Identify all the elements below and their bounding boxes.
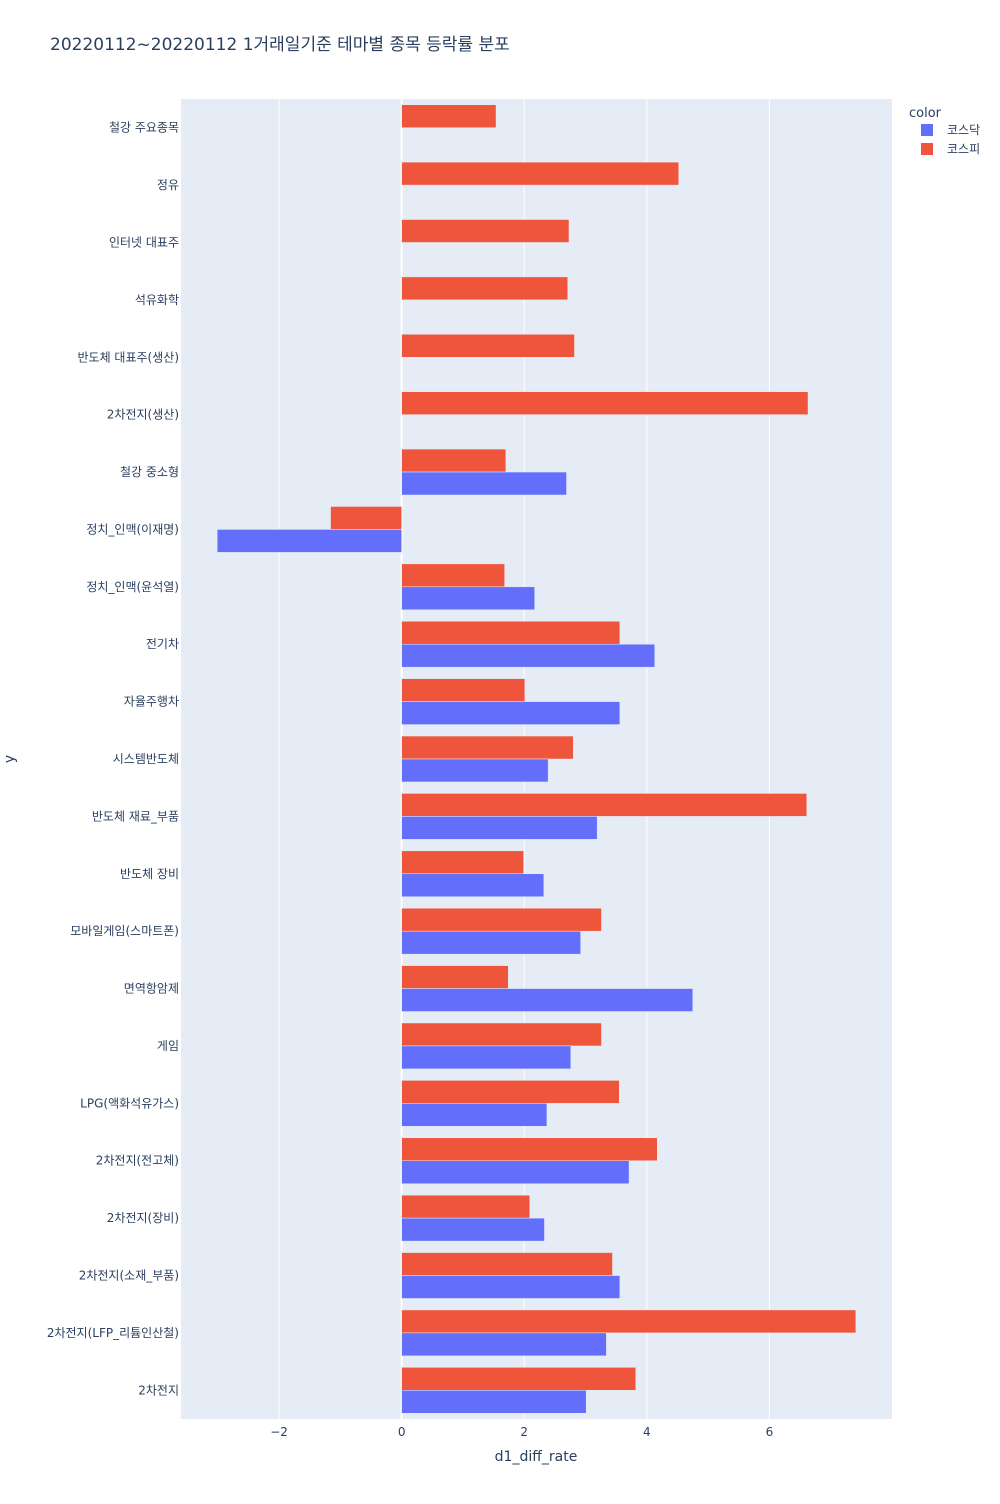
bar xyxy=(401,1080,620,1104)
y-tick-label: 반도체 재료_부품 xyxy=(92,809,179,823)
x-axis-title: d1_diff_rate xyxy=(495,1449,578,1465)
bar xyxy=(401,965,509,989)
y-tick-label: 시스템반도체 xyxy=(113,752,179,766)
y-tick-label: 철강 주요종목 xyxy=(109,121,179,135)
bar xyxy=(401,1160,630,1184)
bar xyxy=(401,643,656,668)
x-tick-label: 2 xyxy=(520,1425,528,1439)
bar xyxy=(401,1275,621,1299)
bar xyxy=(401,907,602,932)
bar xyxy=(401,1022,602,1047)
bar xyxy=(401,621,621,645)
legend-swatch xyxy=(921,124,933,136)
y-tick-label: 2차전지(생산) xyxy=(107,408,179,422)
y-tick-label: 전기차 xyxy=(146,637,179,651)
bar xyxy=(401,391,809,415)
x-axis-ticks: −2 0 2 4 6 xyxy=(270,1425,773,1439)
bar xyxy=(401,1103,548,1127)
y-tick-label: 석유화학 xyxy=(135,293,179,307)
y-tick-label: 2차전지(소재_부품) xyxy=(79,1269,179,1283)
bar xyxy=(401,1367,637,1391)
chart-title: 20220112~20220112 1거래일기준 테마별 종목 등락률 분포 xyxy=(50,35,510,55)
bar xyxy=(401,1390,587,1414)
bar xyxy=(401,701,621,725)
y-tick-label: 자율주행차 xyxy=(124,694,179,709)
bar xyxy=(401,678,526,702)
y-tick-label: 면역항암제 xyxy=(124,982,179,996)
bar xyxy=(401,758,549,783)
bar xyxy=(401,1252,613,1276)
bar xyxy=(401,1332,607,1357)
bar xyxy=(401,161,679,186)
y-tick-label: 반도체 대표주(생산) xyxy=(78,350,180,364)
bar xyxy=(401,1137,658,1161)
legend-label: 코스닥 xyxy=(947,123,980,137)
x-tick-label: 0 xyxy=(398,1425,406,1439)
legend-label: 코스피 xyxy=(947,142,980,156)
bar xyxy=(401,850,524,875)
y-axis-title: y xyxy=(2,755,18,763)
bar xyxy=(401,816,598,840)
bar xyxy=(401,930,581,955)
y-tick-label: 인터넷 대표주 xyxy=(109,235,179,249)
bar xyxy=(401,471,567,496)
x-tick-label: −2 xyxy=(270,1425,288,1439)
y-tick-label: 철강 중소형 xyxy=(120,465,179,479)
bar xyxy=(401,1045,572,1070)
y-tick-label: 2차전지 xyxy=(138,1383,179,1397)
y-tick-label: 정유 xyxy=(157,178,179,192)
legend-swatch xyxy=(921,143,933,155)
x-tick-label: 4 xyxy=(643,1425,651,1439)
y-tick-label: 정치_인맥(윤석열) xyxy=(86,580,179,594)
bars xyxy=(216,104,857,1414)
bar xyxy=(401,448,507,473)
bar xyxy=(401,1194,531,1219)
bar xyxy=(401,586,535,611)
bar xyxy=(401,276,569,301)
bar xyxy=(216,529,402,553)
bar xyxy=(401,988,694,1012)
y-tick-label: 2차전지(전고체) xyxy=(96,1154,179,1168)
bar xyxy=(401,334,575,358)
y-tick-label: 2차전지(장비) xyxy=(107,1211,179,1225)
y-tick-label: LPG(액화석유가스) xyxy=(80,1096,179,1110)
bar xyxy=(401,793,808,817)
bar xyxy=(330,506,402,530)
bar xyxy=(401,1217,545,1242)
y-tick-label: 정치_인맥(이재명) xyxy=(86,522,179,536)
y-tick-label: 2차전지(LFP_리튬인산철) xyxy=(47,1326,179,1340)
x-tick-label: 6 xyxy=(766,1425,774,1439)
y-tick-label: 모바일게임(스마트폰) xyxy=(70,924,179,938)
bar xyxy=(401,219,570,243)
y-tick-label: 반도체 장비 xyxy=(120,867,179,881)
bar xyxy=(401,1309,857,1334)
legend-title: color xyxy=(909,106,942,121)
bar xyxy=(401,563,505,588)
bar xyxy=(401,735,574,760)
y-tick-label: 게임 xyxy=(157,1039,179,1053)
bar xyxy=(401,104,497,128)
bar xyxy=(401,873,545,897)
